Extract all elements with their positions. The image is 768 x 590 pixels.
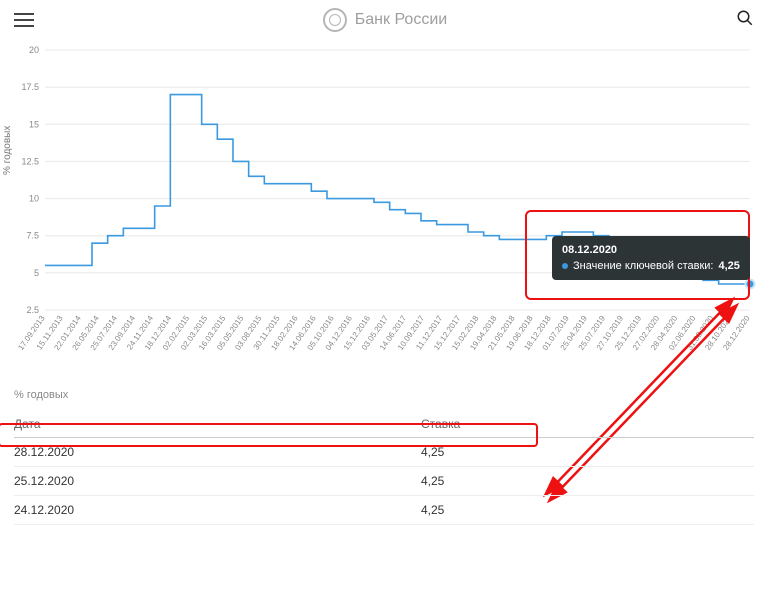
- svg-text:12.5: 12.5: [21, 156, 39, 166]
- table-header: Дата: [14, 411, 421, 438]
- chart-tooltip: 08.12.2020 Значение ключевой ставки: 4,2…: [552, 236, 750, 280]
- table-cell: 25.12.2020: [14, 467, 421, 496]
- svg-text:5: 5: [34, 268, 39, 278]
- table-cell: 4,25: [421, 438, 754, 467]
- rate-chart: % годовых 2.557.51012.51517.52017.09.201…: [0, 40, 768, 375]
- table-cell: 28.12.2020: [14, 438, 421, 467]
- svg-text:17.5: 17.5: [21, 82, 39, 92]
- search-icon[interactable]: [736, 9, 754, 32]
- svg-text:7.5: 7.5: [26, 231, 39, 241]
- brand: Банк России: [323, 8, 447, 32]
- table-cell: 4,25: [421, 496, 754, 525]
- table-row: 28.12.20204,25: [14, 438, 754, 467]
- svg-text:20: 20: [29, 45, 39, 55]
- menu-icon[interactable]: [14, 13, 34, 27]
- yaxis-title: % годовых: [2, 126, 13, 175]
- tooltip-date: 08.12.2020: [562, 244, 740, 256]
- brand-logo-icon: [323, 8, 347, 32]
- table-row: 24.12.20204,25: [14, 496, 754, 525]
- brand-text: Банк России: [355, 11, 447, 29]
- table-header: Ставка: [421, 411, 754, 438]
- table-unit-label: % годовых: [14, 389, 754, 401]
- tooltip-label: Значение ключевой ставки:: [573, 260, 713, 272]
- rate-table: ДатаСтавка 28.12.20204,2525.12.20204,252…: [14, 411, 754, 525]
- svg-text:10: 10: [29, 194, 39, 204]
- tooltip-value: 4,25: [718, 260, 739, 272]
- table-cell: 24.12.2020: [14, 496, 421, 525]
- table-cell: 4,25: [421, 467, 754, 496]
- tooltip-dot-icon: [562, 263, 568, 269]
- table-row: 25.12.20204,25: [14, 467, 754, 496]
- svg-text:2.5: 2.5: [26, 305, 39, 315]
- svg-text:15: 15: [29, 119, 39, 129]
